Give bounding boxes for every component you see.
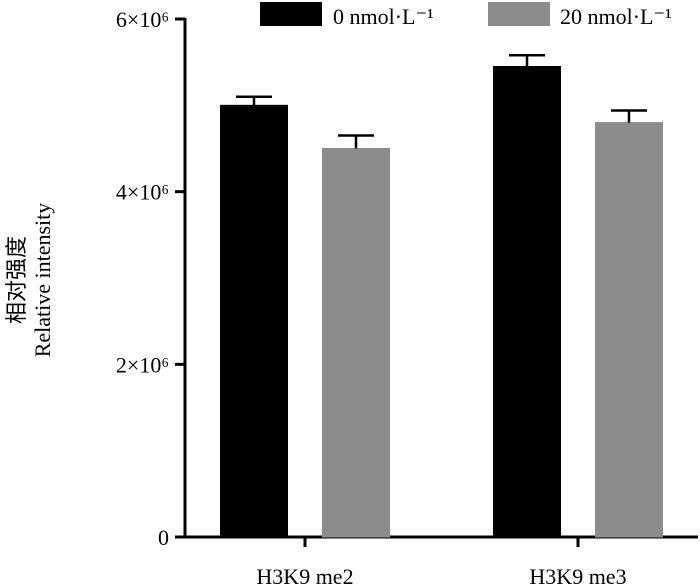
bar [220, 104, 288, 538]
legend-swatch [488, 2, 550, 26]
bar [595, 122, 663, 538]
bar [493, 65, 561, 538]
bars-group [220, 54, 663, 538]
y-axis-title-cn: 相对强度 [4, 236, 29, 324]
x-axis: H3K9 me2 H3K9 me3 [184, 535, 698, 588]
y-axis: 0 2×10⁶ 4×10⁶ 6×10⁶ [116, 7, 187, 550]
legend-label: 20 nmol·L⁻¹ [560, 4, 672, 29]
y-tick-label: 0 [158, 525, 169, 550]
y-axis-title: 相对强度 Relative intensity [4, 203, 55, 358]
y-tick-label: 2×10⁶ [116, 352, 169, 377]
bar [322, 148, 390, 538]
legend-swatch [260, 2, 322, 26]
y-axis-title-en: Relative intensity [30, 203, 55, 358]
x-category-label: H3K9 me3 [529, 564, 626, 588]
y-tick-label: 6×10⁶ [116, 7, 169, 32]
x-category-label: H3K9 me2 [256, 564, 353, 588]
y-tick-label: 4×10⁶ [116, 180, 169, 205]
legend-label: 0 nmol·L⁻¹ [333, 4, 434, 29]
legend: 0 nmol·L⁻¹ 20 nmol·L⁻¹ [260, 2, 672, 29]
